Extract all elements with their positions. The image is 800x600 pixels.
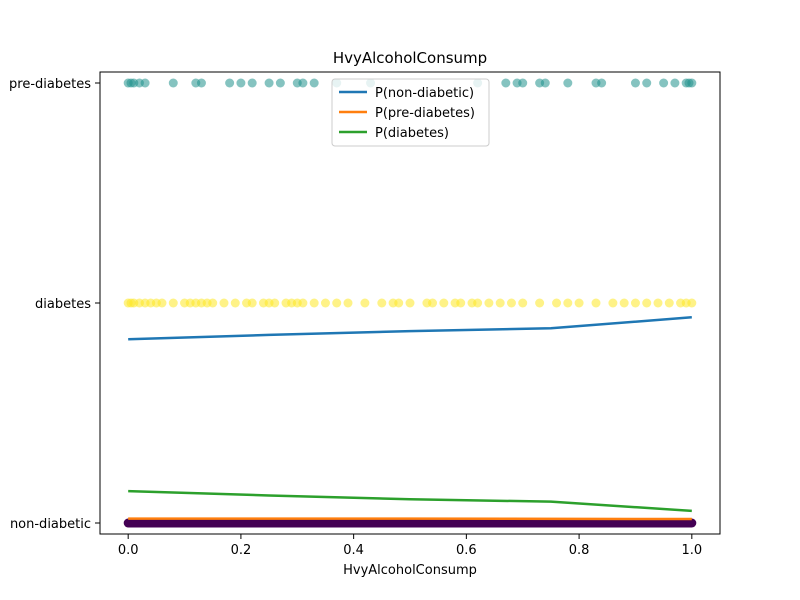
- scatter-point-diabetes: [298, 298, 308, 308]
- scatter-point-diabetes: [270, 298, 280, 308]
- scatter-point-diabetes: [552, 298, 562, 308]
- scatter-point-pre-diabetes: [659, 78, 669, 88]
- scatter-point-diabetes: [563, 298, 573, 308]
- scatter-point-diabetes: [309, 298, 319, 308]
- scatter-point-diabetes: [247, 298, 257, 308]
- scatter-point-pre-diabetes: [597, 78, 607, 88]
- scatter-point-pre-diabetes: [670, 78, 680, 88]
- chart-title: HvyAlcoholConsump: [333, 49, 487, 67]
- scatter-point-diabetes: [653, 298, 663, 308]
- scatter-point-pre-diabetes: [687, 78, 697, 88]
- scatter-point-diabetes: [394, 298, 404, 308]
- x-tick-label: 0.8: [569, 543, 590, 558]
- y-tick-label: non-diabetic: [10, 517, 91, 532]
- x-axis-ticks: 0.0 0.2 0.4 0.6 0.8 1.0: [118, 534, 702, 558]
- legend-label-1: P(pre-diabetes): [375, 106, 475, 121]
- series-line-0: [128, 316, 692, 341]
- scatter-point-diabetes: [495, 298, 505, 308]
- scatter-point-diabetes: [320, 298, 330, 308]
- scatter-point-diabetes: [630, 298, 640, 308]
- legend: P(non-diabetic) P(pre-diabetes) P(diabetes…: [331, 78, 490, 147]
- y-axis-ticks: non-diabetic diabetes pre-diabetes: [9, 77, 100, 532]
- scatter-point-diabetes: [377, 298, 387, 308]
- scatter-point-diabetes: [608, 298, 618, 308]
- x-tick-label: 0.4: [343, 543, 364, 558]
- scatter-point-diabetes: [230, 298, 240, 308]
- scatter-point-diabetes: [484, 298, 494, 308]
- scatter-point-diabetes: [428, 298, 438, 308]
- scatter-point-pre-diabetes: [563, 78, 573, 88]
- scatter-point-diabetes: [168, 298, 178, 308]
- x-tick-label: 0.2: [231, 543, 252, 558]
- scatter-point-diabetes: [518, 298, 528, 308]
- scatter-point-pre-diabetes: [501, 78, 511, 88]
- scatter-point-pre-diabetes: [540, 78, 550, 88]
- legend-label-0: P(non-diabetic): [375, 86, 474, 101]
- x-tick-label: 0.0: [118, 543, 139, 558]
- scatter-point-diabetes: [343, 298, 353, 308]
- scatter-point-diabetes: [157, 298, 167, 308]
- scatter-point-pre-diabetes: [630, 78, 640, 88]
- scatter-point-pre-diabetes: [642, 78, 652, 88]
- legend-box: [331, 78, 490, 147]
- scatter-point-pre-diabetes: [225, 78, 235, 88]
- legend-label-2: P(diabetes): [375, 126, 449, 141]
- scatter-point-pre-diabetes: [309, 78, 319, 88]
- y-tick-label: pre-diabetes: [9, 77, 91, 92]
- scatter-point-diabetes: [219, 298, 229, 308]
- scatter-point-diabetes: [456, 298, 466, 308]
- scatter-point-diabetes: [619, 298, 629, 308]
- scatter-point-diabetes: [405, 298, 415, 308]
- scatter-point-diabetes: [360, 298, 370, 308]
- scatter-point-pre-diabetes: [247, 78, 257, 88]
- x-tick-label: 0.6: [456, 543, 477, 558]
- scatter-point-diabetes: [332, 298, 342, 308]
- scatter-point-diabetes: [439, 298, 449, 308]
- x-axis-title: HvyAlcoholConsump: [343, 563, 477, 578]
- series-line-2: [128, 489, 692, 513]
- scatter-point-diabetes: [591, 298, 601, 308]
- scatter-point-diabetes: [664, 298, 674, 308]
- scatter-point-pre-diabetes: [264, 78, 274, 88]
- y-tick-label: diabetes: [35, 297, 91, 312]
- scatter-point-pre-diabetes: [518, 78, 528, 88]
- scatter-point-diabetes: [642, 298, 652, 308]
- scatter-point-diabetes: [506, 298, 516, 308]
- scatter-point-diabetes: [574, 298, 584, 308]
- scatter-point-pre-diabetes: [168, 78, 178, 88]
- scatter-point-diabetes: [208, 298, 218, 308]
- x-tick-label: 1.0: [681, 543, 702, 558]
- scatter-point-diabetes: [687, 298, 697, 308]
- scatter-point-pre-diabetes: [236, 78, 246, 88]
- scatter-point-pre-diabetes: [275, 78, 285, 88]
- scatter-point-pre-diabetes: [196, 78, 206, 88]
- plot-area: [123, 78, 697, 528]
- scatter-point-diabetes: [535, 298, 545, 308]
- scatter-point-pre-diabetes: [140, 78, 150, 88]
- scatter-point-pre-diabetes: [298, 78, 308, 88]
- scatter-point-diabetes: [473, 298, 483, 308]
